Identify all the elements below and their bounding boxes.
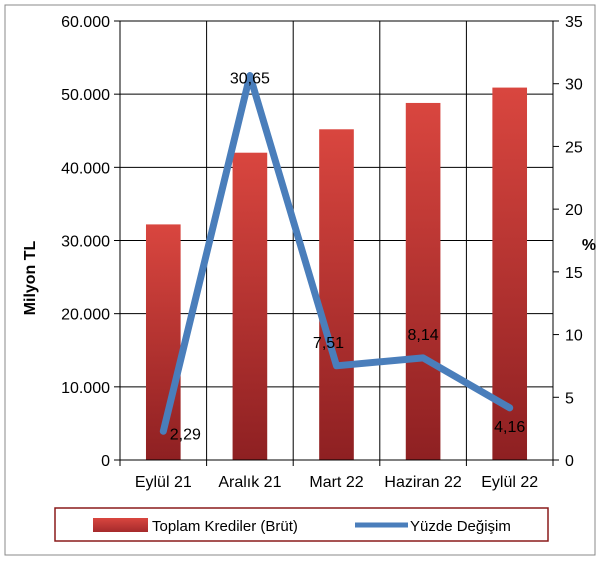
line-data-label: 2,29: [170, 426, 201, 443]
legend: Toplam Krediler (Brüt) Yüzde Değişim: [54, 507, 549, 542]
y-tick-label: 30.000: [61, 234, 110, 251]
y2-axis-label: %: [582, 237, 596, 254]
x-tick-label: Haziran 22: [384, 474, 461, 491]
bar-series: [145, 87, 528, 461]
y2-tick-label: 30: [565, 77, 583, 94]
line-series: [159, 72, 514, 435]
y2-tick-label: 20: [565, 202, 583, 219]
y-tick-label: 10.000: [61, 380, 110, 397]
y-tick-label: 0: [101, 453, 110, 470]
x-tick-label: Eylül 21: [135, 474, 192, 491]
y2-tick-label: 10: [565, 328, 583, 345]
line-point: [247, 73, 252, 78]
bar: [319, 129, 354, 460]
line-point: [421, 355, 426, 360]
legend-bar-label: Toplam Krediler (Brüt): [152, 518, 298, 535]
legend-bar-swatch: [93, 518, 148, 532]
axes: 0 10.000 20.000 30.000 40.000 50.000 60.000 0 5 1…: [61, 14, 583, 491]
y-tick-label: 50.000: [61, 87, 110, 104]
bar: [405, 102, 441, 461]
line-point: [161, 429, 166, 434]
line-data-label: 30,65: [230, 71, 270, 88]
legend-line-label: Yüzde Değişim: [410, 518, 511, 535]
x-tick-label: Mart 22: [309, 474, 363, 491]
y-tick-label: 40.000: [61, 160, 110, 177]
y2-tick-label: 25: [565, 139, 583, 156]
y2-tick-label: 15: [565, 265, 583, 282]
line-data-label: 7,51: [313, 335, 344, 352]
line-point: [334, 363, 339, 368]
y2-tick-label: 5: [565, 390, 574, 407]
y2-tick-label: 35: [565, 14, 583, 31]
line-data-label: 4,16: [494, 419, 525, 436]
x-tick-label: Aralık 21: [218, 474, 281, 491]
y-axis-label: Milyon TL: [22, 240, 39, 315]
bar: [232, 152, 268, 460]
y2-tick-label: 0: [565, 453, 574, 470]
y-tick-label: 60.000: [61, 14, 110, 31]
data-labels: 2,29 30,65 7,51 8,14 4,16: [170, 71, 526, 444]
line-point: [507, 405, 512, 410]
x-tick-label: Eylül 22: [481, 474, 538, 491]
line-data-label: 8,14: [408, 327, 439, 344]
y-tick-label: 20.000: [61, 307, 110, 324]
